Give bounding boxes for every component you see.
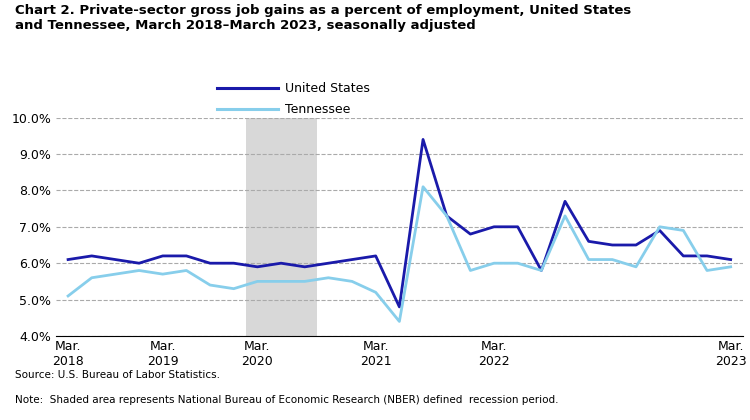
Bar (245, 118, 316, 336)
Text: Source: U.S. Bureau of Labor Statistics.: Source: U.S. Bureau of Labor Statistics. (15, 370, 220, 380)
Text: Chart 2. Private-sector gross job gains as a percent of employment, United State: Chart 2. Private-sector gross job gains … (15, 4, 632, 32)
Text: Note:  Shaded area represents National Bureau of Economic Research (NBER) define: Note: Shaded area represents National Bu… (15, 395, 559, 405)
Text: United States: United States (285, 82, 370, 94)
Text: Tennessee: Tennessee (285, 103, 350, 116)
